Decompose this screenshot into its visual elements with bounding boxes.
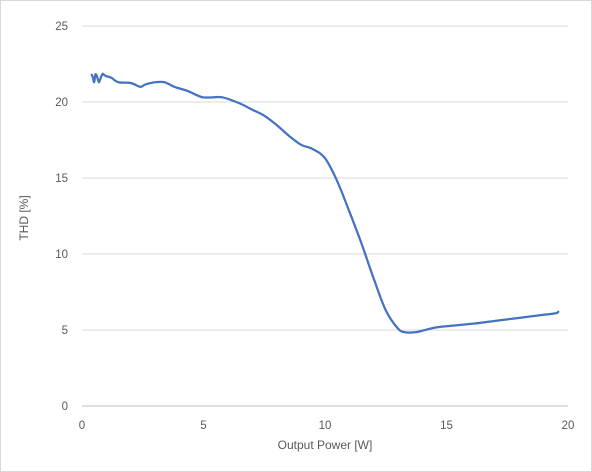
y-tick-labels: 0 5 10 15 20 25	[55, 21, 68, 413]
x-tick-label: 15	[440, 420, 453, 432]
y-tick-label: 20	[55, 97, 68, 109]
y-tick-label: 15	[55, 173, 68, 185]
x-tick-label: 20	[562, 420, 575, 432]
series-line-0	[90, 72, 560, 334]
series-layer	[90, 72, 560, 334]
x-tick-label: 5	[200, 420, 206, 432]
x-tick-label: 0	[79, 420, 85, 432]
y-tick-label: 0	[62, 401, 68, 413]
x-tick-labels: 0 5 10 15 20	[79, 420, 575, 432]
y-tick-label: 10	[55, 249, 68, 261]
y-tick-label: 25	[55, 21, 68, 33]
gridlines	[82, 25, 568, 331]
y-tick-label: 5	[62, 325, 68, 337]
x-tick-label: 10	[319, 420, 332, 432]
x-axis-title: Output Power [W]	[278, 438, 373, 452]
y-axis-title: THD [%]	[17, 195, 31, 240]
